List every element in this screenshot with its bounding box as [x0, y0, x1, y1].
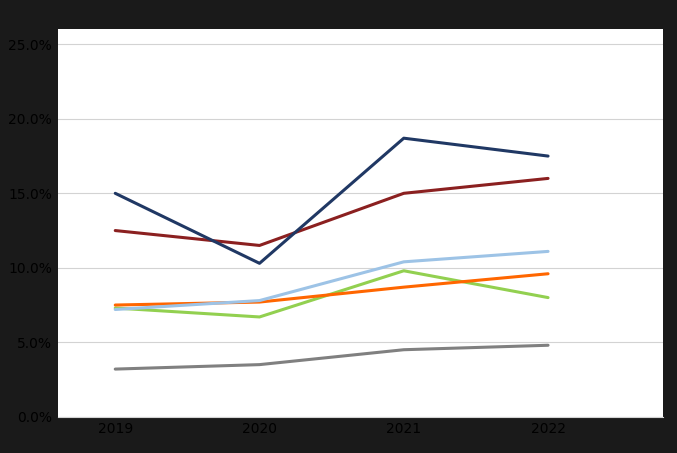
PG&E R - Hot — [399, 191, 408, 196]
Line: SCE 15 - Hot: SCE 15 - Hot — [115, 138, 548, 263]
Line: PG&E R - Hot: PG&E R - Hot — [115, 178, 548, 246]
SDG&E Inland - Moderate — [399, 284, 408, 290]
SCE 9 - Moderate — [544, 295, 552, 300]
Line: SCE 9 - Moderate: SCE 9 - Moderate — [115, 271, 548, 317]
PG&E X - Moderate — [111, 366, 119, 372]
PG&E R - Hot — [255, 243, 263, 248]
SCE 15 - Hot — [111, 191, 119, 196]
SCE 9 - Moderate — [255, 314, 263, 320]
SDG&E Mountain - Hot — [399, 259, 408, 265]
PG&E X - Moderate — [255, 362, 263, 367]
SDG&E Mountain - Hot — [255, 298, 263, 304]
SDG&E Inland - Moderate — [255, 299, 263, 305]
PG&E R - Hot — [111, 228, 119, 233]
SDG&E Mountain - Hot — [544, 249, 552, 254]
PG&E R - Hot — [544, 176, 552, 181]
Line: PG&E X - Moderate: PG&E X - Moderate — [115, 345, 548, 369]
SCE 15 - Hot — [399, 135, 408, 141]
SDG&E Mountain - Hot — [111, 307, 119, 312]
SCE 15 - Hot — [255, 260, 263, 266]
PG&E X - Moderate — [399, 347, 408, 352]
PG&E X - Moderate — [544, 342, 552, 348]
Line: SDG&E Mountain - Hot: SDG&E Mountain - Hot — [115, 251, 548, 309]
SDG&E Inland - Moderate — [111, 302, 119, 308]
SCE 9 - Moderate — [399, 268, 408, 274]
SCE 9 - Moderate — [111, 305, 119, 311]
Line: SDG&E Inland - Moderate: SDG&E Inland - Moderate — [115, 274, 548, 305]
SDG&E Inland - Moderate — [544, 271, 552, 276]
SCE 15 - Hot — [544, 154, 552, 159]
